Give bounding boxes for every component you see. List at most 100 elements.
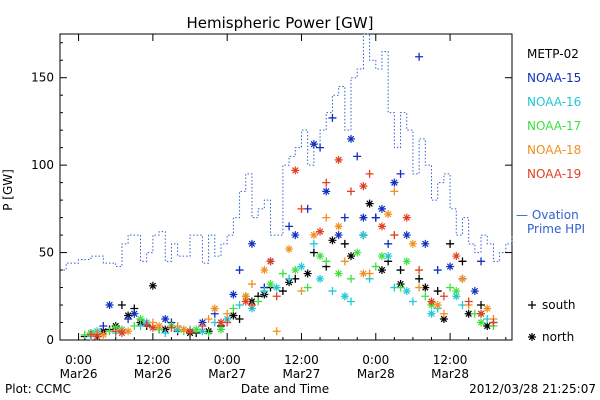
north-point (316, 252, 325, 261)
north-point (483, 304, 492, 313)
north-point (347, 134, 356, 143)
north-point (483, 322, 492, 331)
north-point (359, 231, 368, 240)
legend-plus-marker (528, 301, 536, 309)
north-point (384, 210, 393, 219)
south-point (235, 266, 244, 275)
x-tick-label-time: 0:00 (65, 353, 92, 367)
x-tick-label-date: Mar28 (357, 367, 395, 381)
south-point (340, 213, 349, 222)
south-point (297, 287, 306, 296)
north-point (334, 155, 343, 164)
south-point (415, 274, 424, 283)
chart-title: Hemispheric Power [GW] (187, 14, 374, 32)
south-point (161, 329, 170, 338)
south-point (433, 266, 442, 275)
north-point (148, 281, 157, 290)
south-point (303, 283, 312, 292)
north-point (477, 309, 486, 318)
x-tick-label-time: 12:00 (284, 353, 319, 367)
south-point (477, 301, 486, 310)
south-point (340, 239, 349, 248)
north-point (408, 239, 417, 248)
south-point (384, 239, 393, 248)
north-point (148, 323, 157, 332)
south-point (439, 292, 448, 301)
north-point (241, 297, 250, 306)
south-point (347, 187, 356, 196)
north-point (247, 239, 256, 248)
x-tick-label-date: Mar26 (134, 367, 172, 381)
south-point (322, 178, 331, 187)
north-point (241, 292, 250, 301)
south-point (247, 280, 256, 289)
north-point (266, 257, 275, 266)
north-point (421, 283, 430, 292)
north-point (359, 213, 368, 222)
north-point (477, 318, 486, 327)
y-tick-label: 50 (39, 246, 54, 260)
north-point (433, 301, 442, 310)
north-point (334, 269, 343, 278)
north-point (136, 315, 145, 324)
south-point (142, 320, 151, 329)
north-point (452, 292, 461, 301)
x-tick-label-date: Mar28 (431, 367, 469, 381)
south-point (272, 327, 281, 336)
south-point (99, 322, 108, 331)
legend-marker-label: north (542, 330, 574, 344)
north-point (179, 325, 188, 334)
south-point (464, 297, 473, 306)
south-point (322, 213, 331, 222)
south-point (433, 287, 442, 296)
north-point (402, 213, 411, 222)
north-point (216, 318, 225, 327)
plot-credit: Plot: CCMC (5, 382, 71, 396)
south-point (421, 292, 430, 301)
south-point (272, 292, 281, 301)
north-point (117, 329, 126, 338)
south-point (254, 297, 263, 306)
south-point (415, 52, 424, 61)
north-point (192, 325, 201, 334)
south-point (204, 315, 213, 324)
y-axis-label: P [GW] (1, 169, 15, 211)
north-point (402, 231, 411, 240)
ovation-line (60, 33, 513, 271)
south-point (309, 248, 318, 257)
north-point (272, 283, 281, 292)
north-point (328, 236, 337, 245)
north-point (377, 266, 386, 275)
south-point (173, 322, 182, 331)
south-point (117, 301, 126, 310)
south-point (408, 297, 417, 306)
y-tick-label: 100 (31, 158, 54, 172)
south-point (347, 297, 356, 306)
north-point (155, 322, 164, 331)
north-point (353, 248, 362, 257)
legend-entry: METP-02 (527, 47, 579, 61)
x-tick-label-time: 12:00 (433, 353, 468, 367)
south-point (396, 266, 405, 275)
south-point (285, 222, 294, 231)
south-point (204, 329, 213, 338)
north-point (297, 262, 306, 271)
south-point (396, 283, 405, 292)
south-point (328, 113, 337, 122)
south-point (328, 287, 337, 296)
north-point (229, 311, 238, 320)
x-axis-label: Date and Time (241, 382, 329, 396)
legend-entry: NOAA-19 (527, 167, 581, 181)
north-point (452, 287, 461, 296)
north-point (347, 252, 356, 261)
south-point (167, 323, 176, 332)
north-point (291, 231, 300, 240)
legend-entry: NOAA-16 (527, 95, 581, 109)
legend-entry: NOAA-15 (527, 71, 581, 85)
axes: 0501001500:00Mar2612:00Mar260:00Mar2712:… (31, 34, 512, 381)
south-point (285, 274, 294, 283)
x-tick-label-date: Mar26 (60, 367, 98, 381)
data-marks (80, 52, 498, 341)
south-point (396, 169, 405, 178)
plot-frame (59, 33, 513, 341)
